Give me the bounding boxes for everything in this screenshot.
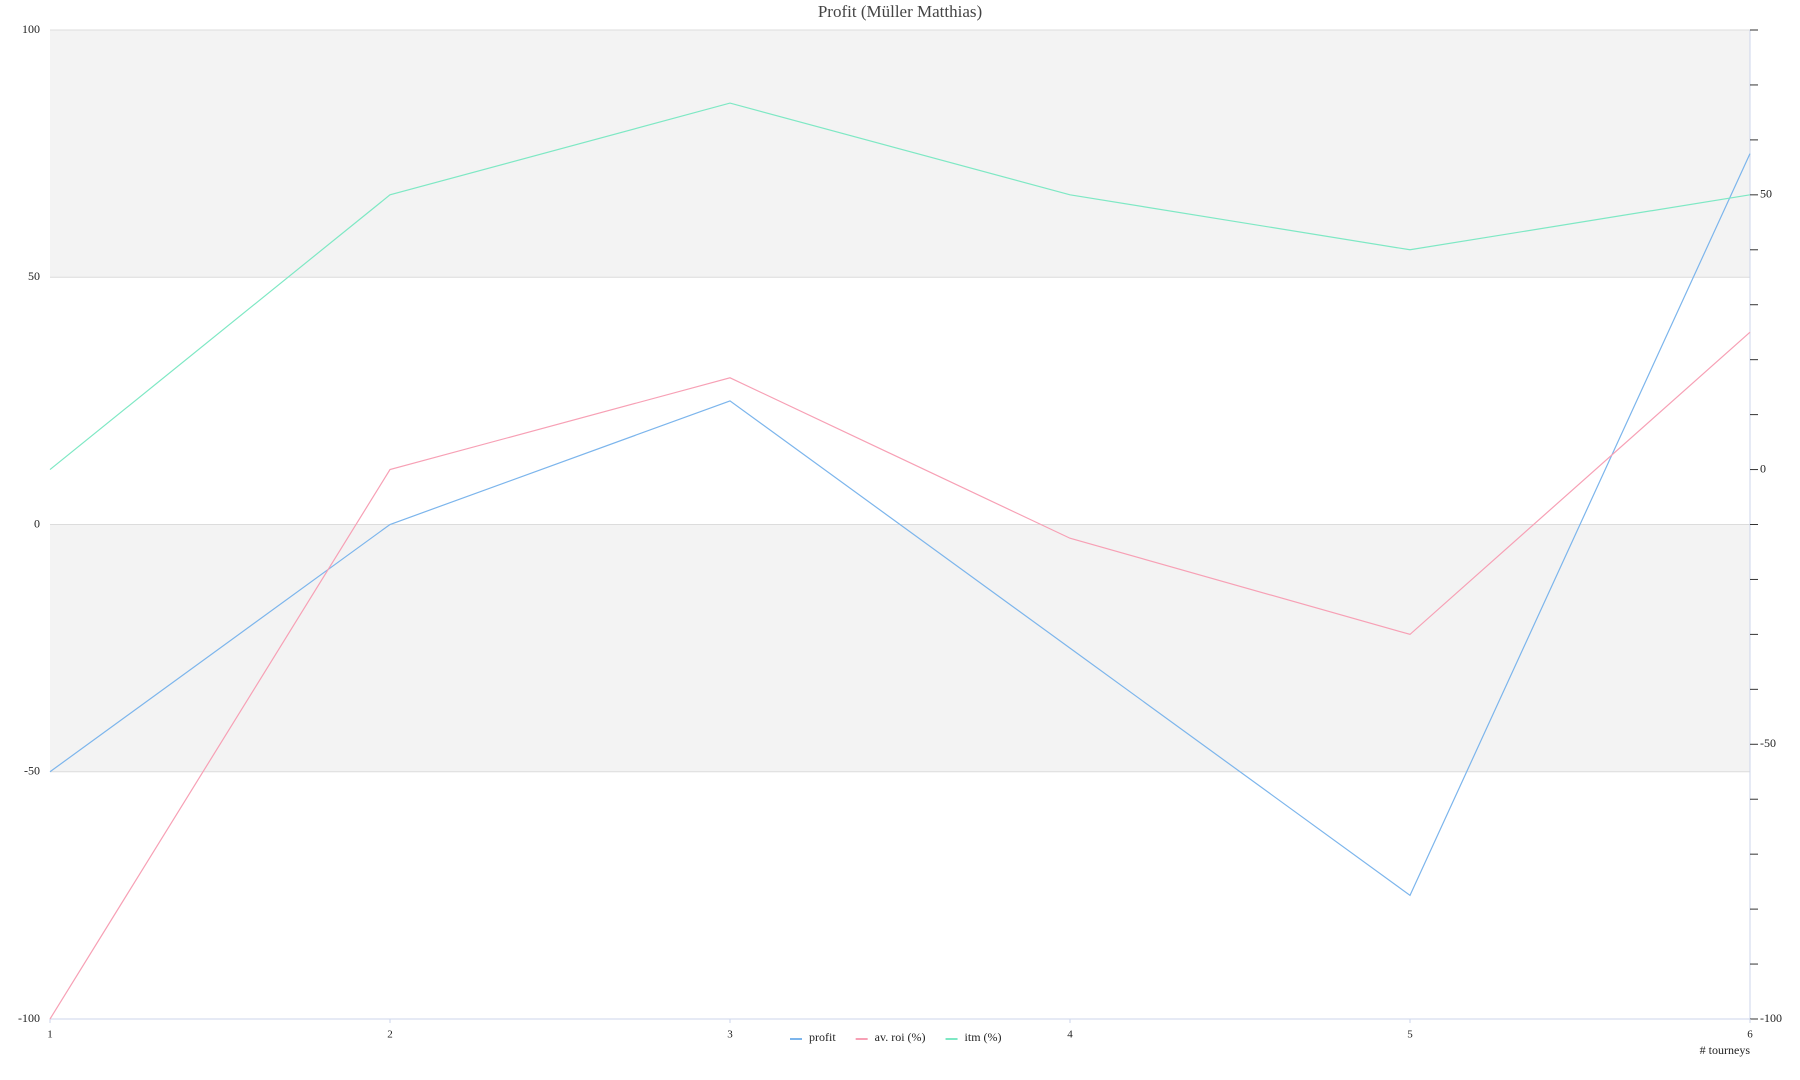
series-line bbox=[49, 331, 1751, 1020]
series-line bbox=[49, 153, 1751, 897]
plot-bands bbox=[50, 30, 1750, 772]
plot-band bbox=[50, 524, 1750, 772]
y2-tick-label: 0 bbox=[1760, 461, 1766, 475]
y-tick-label: 0 bbox=[34, 516, 40, 530]
x-tick-label: 5 bbox=[1407, 1029, 1413, 1041]
plot-band bbox=[50, 30, 1750, 278]
legend-label: profit bbox=[809, 1030, 836, 1044]
y-tick-label: 50 bbox=[28, 269, 40, 283]
x-tick-label: 1 bbox=[47, 1029, 53, 1041]
x-tick-label: 2 bbox=[387, 1029, 393, 1041]
legend-label: av. roi (%) bbox=[875, 1030, 926, 1044]
x-tick-label: 6 bbox=[1747, 1029, 1753, 1041]
x-axis-label: # tourneys bbox=[1700, 1043, 1751, 1057]
y2-tick-label: 50 bbox=[1760, 187, 1772, 201]
series-line bbox=[49, 102, 1751, 471]
x-tick-label: 4 bbox=[1067, 1029, 1073, 1041]
legend-item: profit bbox=[790, 1030, 836, 1044]
y2-tick-label: -50 bbox=[1760, 736, 1776, 750]
x-tick-label: 3 bbox=[727, 1029, 733, 1041]
legend-item: itm (%) bbox=[945, 1030, 1002, 1044]
y2-tick-label: -100 bbox=[1760, 1011, 1782, 1025]
legend-item: av. roi (%) bbox=[855, 1030, 926, 1044]
y-tick-label: -50 bbox=[24, 764, 40, 778]
legend-label: itm (%) bbox=[965, 1030, 1002, 1044]
y-tick-label: -100 bbox=[18, 1011, 40, 1025]
y-tick-label: 100 bbox=[22, 22, 40, 36]
chart-title: Profit (Müller Matthias) bbox=[818, 2, 982, 21]
